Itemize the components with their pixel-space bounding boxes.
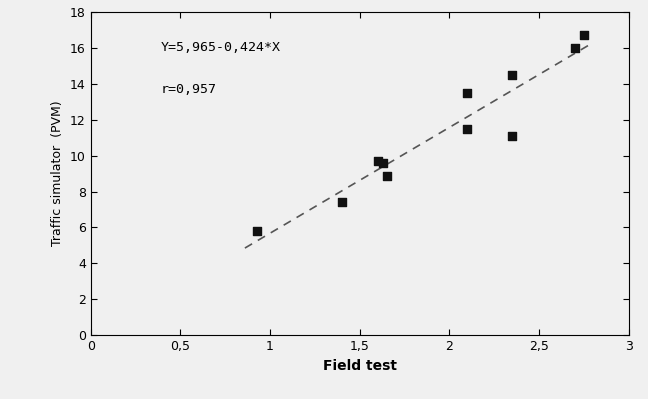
Y-axis label: Traffic simulator  (PVM): Traffic simulator (PVM) xyxy=(51,101,64,246)
Text: Y=5,965-0,424*X: Y=5,965-0,424*X xyxy=(161,41,281,54)
Point xyxy=(252,228,262,234)
Point xyxy=(462,90,472,96)
Point xyxy=(381,173,391,180)
X-axis label: Field test: Field test xyxy=(323,359,397,373)
Point xyxy=(507,133,517,139)
Point xyxy=(373,158,383,164)
Point xyxy=(579,32,589,39)
Point xyxy=(378,160,388,166)
Point xyxy=(336,199,347,205)
Point xyxy=(462,126,472,132)
Text: r=0,957: r=0,957 xyxy=(161,83,216,96)
Point xyxy=(570,45,580,51)
Point xyxy=(507,72,517,78)
